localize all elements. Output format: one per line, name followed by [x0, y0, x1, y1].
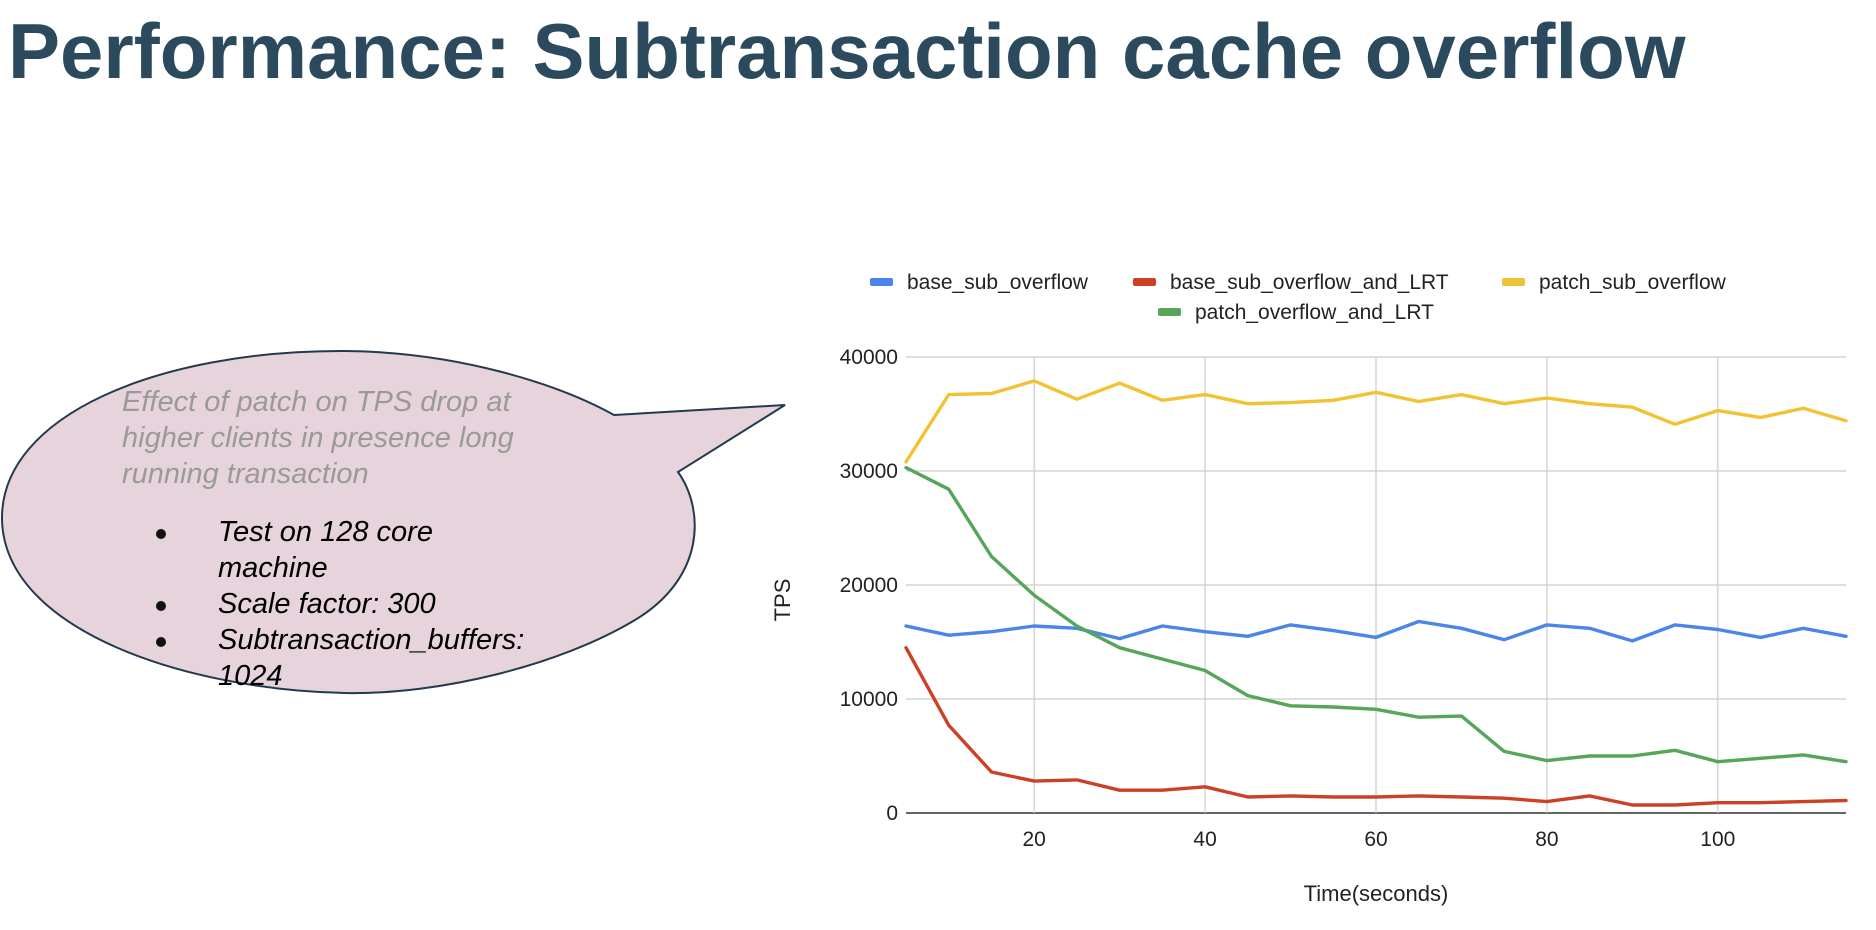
slide-title: Performance: Subtransaction cache overfl…: [8, 7, 1686, 95]
legend-label: patch_overflow_and_LRT: [1195, 301, 1434, 324]
speech-bubble: [0, 349, 786, 695]
x-axis-label: Time(seconds): [1304, 881, 1449, 906]
legend-label: base_sub_overflow_and_LRT: [1170, 271, 1449, 294]
bullet-dot-icon: [156, 529, 166, 539]
callout-bullet-text: Subtransaction_buffers: 1024: [218, 624, 525, 692]
legend-label: patch_sub_overflow: [1539, 271, 1727, 294]
series-line-patch-overflow-and-LRT: [904, 465, 1848, 764]
chart-gridlines: [906, 356, 1846, 814]
y-axis-label: TPS: [770, 579, 795, 622]
callout-bullet-buffers: Subtransaction_buffers: 1024: [122, 622, 548, 694]
x-tick-label: 100: [1700, 828, 1735, 851]
callout-text: Effect of patch on TPS drop at higher cl…: [122, 384, 592, 694]
series-line-base-sub-overflow: [904, 619, 1848, 643]
chart-series-lines: [904, 379, 1848, 807]
y-axis-ticks: 0 10000 20000 30000 40000: [840, 346, 898, 825]
legend-swatch: [1158, 308, 1181, 316]
callout-bullets: Test on 128 core machine Scale factor: 3…: [122, 514, 592, 694]
legend-label: base_sub_overflow: [907, 271, 1089, 294]
x-tick-label: 60: [1364, 828, 1387, 851]
legend-swatch: [870, 278, 893, 286]
series-line-base-sub-overflow-and-LRT: [904, 646, 1848, 807]
y-tick-label: 40000: [840, 346, 898, 369]
y-tick-label: 30000: [840, 460, 898, 483]
callout-bullet-machine: Test on 128 core machine: [122, 514, 548, 586]
legend-swatch: [1133, 278, 1156, 286]
x-tick-label: 80: [1535, 828, 1558, 851]
x-tick-label: 20: [1023, 828, 1046, 851]
callout-bullet-scale: Scale factor: 300: [122, 586, 548, 622]
callout-bullet-text: Test on 128 core machine: [218, 516, 433, 584]
series-line-patch-sub-overflow: [904, 379, 1848, 464]
y-tick-label: 10000: [840, 688, 898, 711]
y-tick-label: 0: [886, 802, 898, 825]
bullet-dot-icon: [156, 637, 166, 647]
chart-legend: base_sub_overflow base_sub_overflow_and_L…: [870, 271, 1727, 324]
x-axis-ticks: 20 40 60 80 100: [1023, 828, 1736, 851]
callout-bullet-text: Scale factor: 300: [218, 588, 436, 620]
tps-line-chart: base_sub_overflow base_sub_overflow_and_L…: [770, 271, 1848, 906]
callout-lead: Effect of patch on TPS drop at higher cl…: [122, 386, 514, 490]
legend-swatch: [1502, 278, 1525, 286]
bullet-dot-icon: [156, 601, 166, 611]
y-tick-label: 20000: [840, 574, 898, 597]
speech-bubble-shape: [0, 349, 786, 695]
x-tick-label: 40: [1193, 828, 1216, 851]
